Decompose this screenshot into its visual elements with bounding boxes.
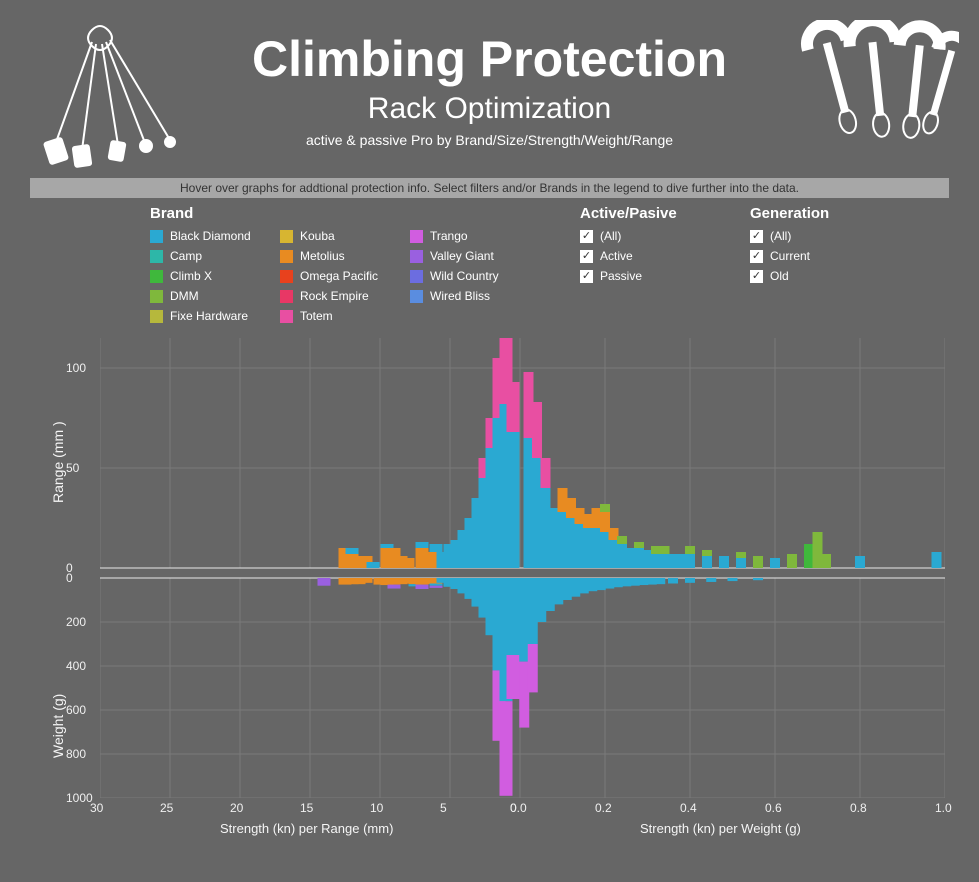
- checkbox-icon: ✓: [580, 250, 593, 263]
- header-titles: Climbing Protection Rack Optimization ac…: [0, 30, 979, 148]
- filter-ap-option[interactable]: ✓ Active: [580, 246, 750, 266]
- brand-label: Fixe Hardware: [170, 309, 248, 323]
- filter-gen-title: Generation: [750, 205, 920, 222]
- chart-area: Range (mm ) Weight (g) Strength (kn) per…: [40, 338, 950, 848]
- brand-label: Omega Pacific: [300, 269, 378, 283]
- brand-swatch: [280, 290, 293, 303]
- checkbox-icon: ✓: [750, 250, 763, 263]
- brand-swatch: [150, 310, 163, 323]
- filter-gen-label: (All): [770, 229, 791, 243]
- axis-tick: 0.4: [680, 801, 697, 815]
- axis-tick: 600: [66, 703, 86, 717]
- filter-ap-option[interactable]: ✓ (All): [580, 226, 750, 246]
- axis-tick: 0.6: [765, 801, 782, 815]
- brand-legend-item[interactable]: Fixe Hardware: [150, 306, 280, 326]
- brand-label: Camp: [170, 249, 202, 263]
- brand-swatch: [410, 270, 423, 283]
- brand-label: Black Diamond: [170, 229, 251, 243]
- filter-gen-option[interactable]: ✓ (All): [750, 226, 920, 246]
- brand-legend-item[interactable]: Wired Bliss: [410, 286, 540, 306]
- brand-swatch: [280, 270, 293, 283]
- axis-tick: 20: [230, 801, 243, 815]
- checkbox-icon: ✓: [580, 270, 593, 283]
- brand-legend-item[interactable]: Kouba: [280, 226, 410, 246]
- brand-legend-item[interactable]: Omega Pacific: [280, 266, 410, 286]
- brand-label: Metolius: [300, 249, 345, 263]
- brand-label: Trango: [430, 229, 468, 243]
- axis-tick: 10: [370, 801, 383, 815]
- brand-legend-item[interactable]: Rock Empire: [280, 286, 410, 306]
- filter-active-passive: Active/Pasive ✓ (All) ✓ Active ✓ Passive: [580, 205, 750, 326]
- page-description: active & passive Pro by Brand/Size/Stren…: [0, 132, 979, 148]
- axis-tick: 400: [66, 659, 86, 673]
- brand-swatch: [150, 230, 163, 243]
- brand-swatch: [280, 230, 293, 243]
- brand-label: Totem: [300, 309, 333, 323]
- brand-legend-item[interactable]: Trango: [410, 226, 540, 246]
- brand-label: Climb X: [170, 269, 212, 283]
- brand-swatch: [150, 290, 163, 303]
- axis-tick: 200: [66, 615, 86, 629]
- brand-label: Wired Bliss: [430, 289, 490, 303]
- brand-legend: Brand Black Diamond Camp Climb X DMM Fixe Ha…: [150, 205, 580, 326]
- dashboard-root: Climbing Protection Rack Optimization ac…: [0, 0, 979, 882]
- axis-tick: 1.0: [935, 801, 952, 815]
- brand-label: Valley Giant: [430, 249, 494, 263]
- brand-swatch: [150, 270, 163, 283]
- brand-legend-item[interactable]: DMM: [150, 286, 280, 306]
- brand-label: Wild Country: [430, 269, 499, 283]
- filter-ap-title: Active/Pasive: [580, 205, 750, 222]
- filter-gen-label: Current: [770, 249, 810, 263]
- brand-swatch: [280, 310, 293, 323]
- axis-tick: 0.2: [595, 801, 612, 815]
- axis-tick: 1000: [66, 791, 93, 805]
- axis-tick: 50: [66, 461, 79, 475]
- yaxis-label-weight: Weight (g): [50, 694, 66, 758]
- brand-legend-item[interactable]: Wild Country: [410, 266, 540, 286]
- brand-swatch: [410, 230, 423, 243]
- xaxis-label-left: Strength (kn) per Range (mm): [220, 821, 393, 836]
- axis-tick: 15: [300, 801, 313, 815]
- brand-legend-item[interactable]: Metolius: [280, 246, 410, 266]
- brand-legend-item[interactable]: Climb X: [150, 266, 280, 286]
- filter-ap-label: (All): [600, 229, 621, 243]
- page-subtitle: Rack Optimization: [0, 92, 979, 126]
- brand-label: Kouba: [300, 229, 335, 243]
- axis-tick: 0.8: [850, 801, 867, 815]
- brand-legend-item[interactable]: Totem: [280, 306, 410, 326]
- filter-ap-option[interactable]: ✓ Passive: [580, 266, 750, 286]
- checkbox-icon: ✓: [750, 270, 763, 283]
- filter-generation: Generation ✓ (All) ✓ Current ✓ Old: [750, 205, 920, 326]
- axis-tick: 100: [66, 361, 86, 375]
- filter-gen-option[interactable]: ✓ Current: [750, 246, 920, 266]
- filter-gen-label: Old: [770, 269, 789, 283]
- checkbox-icon: ✓: [750, 230, 763, 243]
- page-title: Climbing Protection: [0, 30, 979, 88]
- brand-swatch: [410, 290, 423, 303]
- mirrored-bar-chart[interactable]: [100, 338, 945, 798]
- filter-gen-option[interactable]: ✓ Old: [750, 266, 920, 286]
- axis-tick: 800: [66, 747, 86, 761]
- xaxis-label-right: Strength (kn) per Weight (g): [640, 821, 801, 836]
- controls-row: Brand Black Diamond Camp Climb X DMM Fixe Ha…: [150, 205, 949, 326]
- axis-tick: 25: [160, 801, 173, 815]
- brand-legend-item[interactable]: Black Diamond: [150, 226, 280, 246]
- brand-legend-item[interactable]: Camp: [150, 246, 280, 266]
- axis-tick: 5: [440, 801, 447, 815]
- axis-tick: 0.0: [510, 801, 527, 815]
- brand-label: Rock Empire: [300, 289, 369, 303]
- brand-swatch: [150, 250, 163, 263]
- filter-ap-label: Passive: [600, 269, 642, 283]
- brand-legend-item[interactable]: Valley Giant: [410, 246, 540, 266]
- filter-ap-label: Active: [600, 249, 633, 263]
- hint-bar: Hover over graphs for addtional protecti…: [30, 178, 949, 198]
- yaxis-label-range: Range (mm ): [50, 421, 66, 503]
- brand-legend-title: Brand: [150, 205, 580, 222]
- brand-label: DMM: [170, 289, 199, 303]
- axis-tick: 0: [66, 571, 73, 585]
- brand-swatch: [410, 250, 423, 263]
- brand-swatch: [280, 250, 293, 263]
- checkbox-icon: ✓: [580, 230, 593, 243]
